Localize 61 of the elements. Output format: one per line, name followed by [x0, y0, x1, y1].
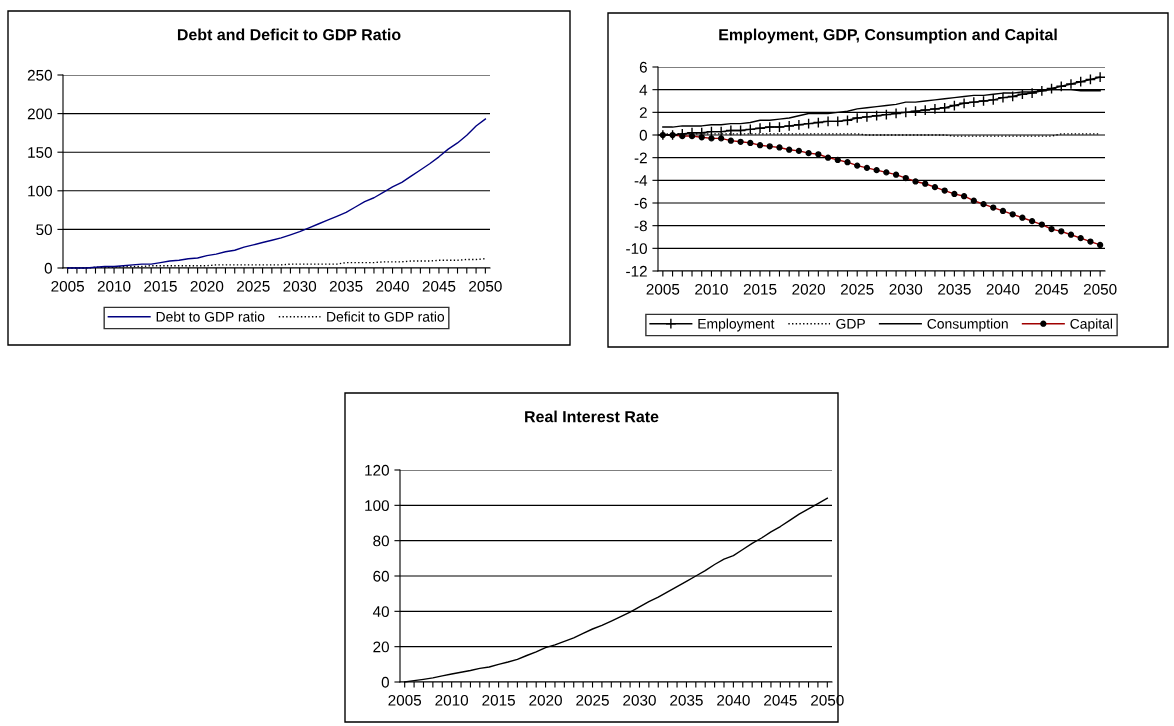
x-tick-label: 2025: [576, 694, 609, 706]
x-tick-label: 2020: [190, 280, 224, 292]
x-tick-label: 2035: [329, 280, 363, 292]
x-tick-label: 2010: [97, 280, 131, 292]
x-tick-label: 2050: [469, 280, 502, 292]
y-tick-label: 40: [372, 606, 389, 618]
x-tick-label: 2040: [717, 694, 750, 706]
legend-label: Deficit to GDP ratio: [327, 311, 445, 322]
legend-label: Employment: [698, 318, 775, 332]
y-tick-label: 20: [373, 641, 389, 653]
x-tick-label: 2015: [144, 280, 177, 292]
y-tick-label: -2: [634, 152, 647, 164]
legend-label: Consumption: [927, 318, 1008, 332]
y-tick-label: 4: [639, 84, 648, 96]
chart-title: Real Interest Rate: [525, 410, 659, 423]
y-tick-label: 100: [365, 500, 389, 512]
y-tick-label: 250: [27, 69, 52, 81]
y-tick-label: 120: [365, 464, 389, 476]
y-tick-label: 0: [381, 676, 389, 688]
x-tick-label: 2025: [840, 283, 874, 295]
x-tick-label: 2045: [764, 694, 797, 706]
y-tick-label: 0: [639, 129, 647, 141]
x-tick-label: 2030: [889, 283, 923, 295]
y-tick-label: 200: [27, 108, 52, 120]
y-tick-label: 150: [28, 147, 52, 158]
x-tick-label: 2005: [51, 280, 84, 292]
chart-title: Employment, GDP, Consumption and Capital: [719, 28, 1057, 44]
x-tick-label: 2005: [388, 694, 422, 706]
y-tick-label: 80: [373, 535, 389, 547]
y-tick-label: 100: [28, 185, 52, 197]
y-tick-label: 60: [373, 570, 389, 582]
y-tick-label: 50: [36, 224, 52, 236]
y-tick-label: -12: [626, 265, 647, 277]
y-tick-label: 0: [44, 262, 52, 274]
x-tick-label: 2010: [435, 694, 469, 706]
x-tick-label: 2020: [529, 694, 562, 706]
x-tick-label: 2030: [623, 694, 656, 706]
x-tick-label: 2040: [986, 283, 1020, 295]
y-tick-label: -8: [634, 220, 647, 232]
y-tick-label: -6: [634, 197, 647, 209]
y-tick-label: 2: [639, 107, 647, 118]
x-tick-label: 2035: [670, 694, 703, 706]
x-tick-label: 2040: [376, 280, 409, 292]
x-tick-label: 2045: [1035, 283, 1068, 295]
x-tick-label: 2010: [695, 283, 728, 295]
x-tick-label: 2050: [1083, 283, 1117, 295]
legend-label: GDP: [836, 318, 865, 329]
x-tick-label: 2025: [237, 280, 270, 292]
y-tick-label: 6: [639, 61, 647, 73]
x-tick-label: 2020: [792, 283, 826, 295]
x-tick-label: 2015: [743, 283, 777, 295]
y-tick-label: -4: [634, 175, 648, 186]
legend-label: Capital: [1070, 318, 1113, 332]
y-tick-label: -10: [626, 243, 647, 255]
x-tick-label: 2045: [422, 280, 456, 292]
legend-label: Debt to GDP ratio: [156, 311, 265, 322]
x-tick-label: 2005: [646, 283, 680, 295]
chart-title: Debt and Deficit to GDP Ratio: [177, 28, 401, 41]
x-tick-label: 2015: [482, 694, 515, 706]
x-tick-label: 2035: [938, 283, 971, 295]
x-tick-label: 2030: [283, 280, 317, 292]
